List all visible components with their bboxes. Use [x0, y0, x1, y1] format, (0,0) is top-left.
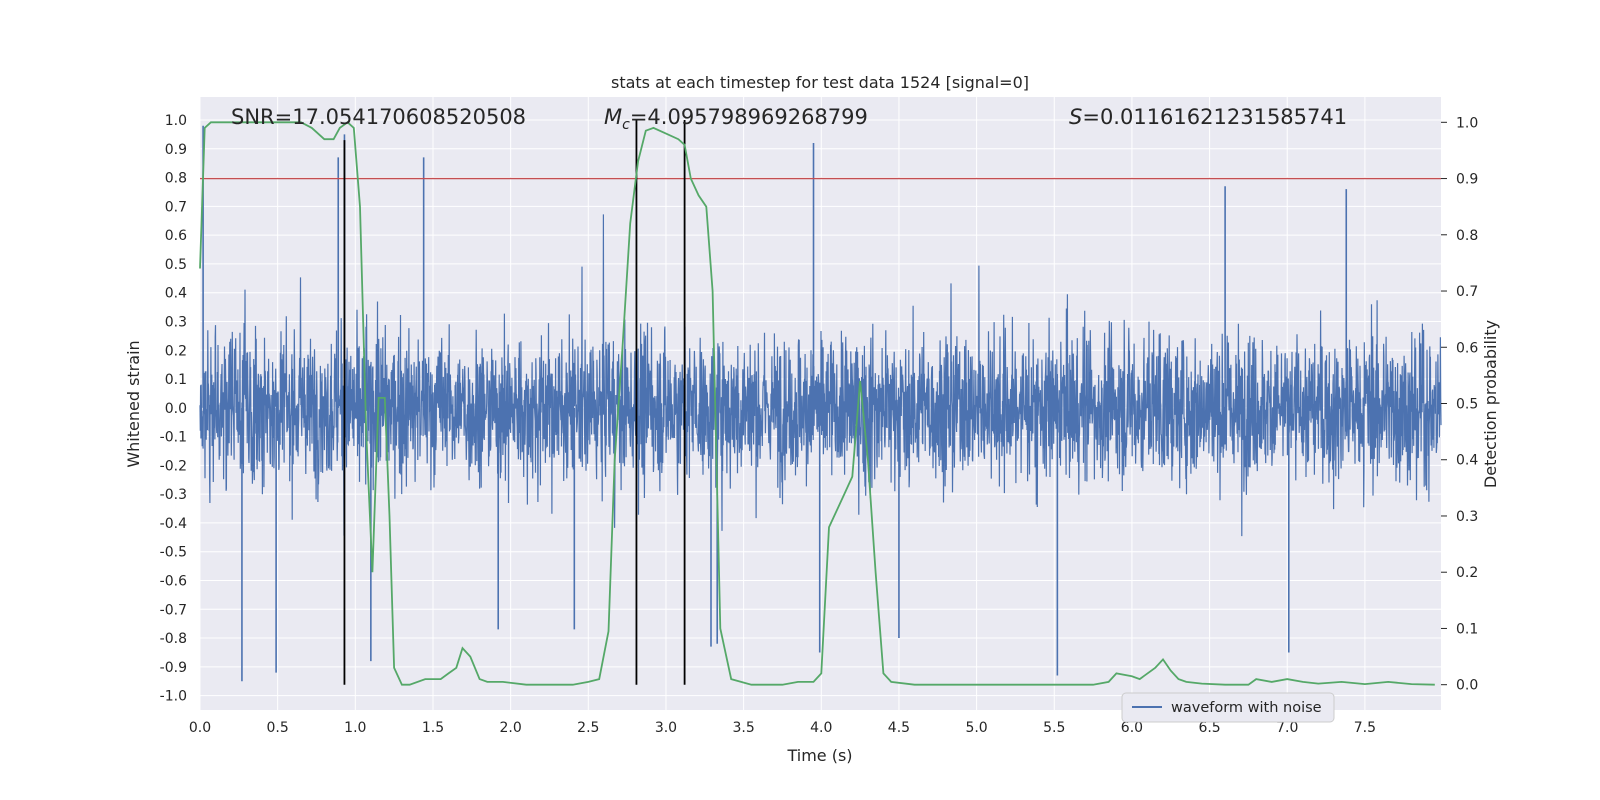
x-tick-label: 5.0 [965, 720, 987, 736]
y-left-tick-label: 0.7 [165, 199, 187, 215]
x-tick-label: 5.5 [1043, 720, 1065, 736]
y-right-tick-label: 0.1 [1456, 621, 1478, 637]
y-right-tick-label: 0.9 [1456, 172, 1478, 188]
x-tick-label: 6.0 [1121, 720, 1143, 736]
x-tick-label: 4.5 [888, 720, 910, 736]
y-right-tick-label: 0.2 [1456, 565, 1478, 581]
x-tick-label: 7.0 [1276, 720, 1298, 736]
snr-annotation: SNR=17.054170608520508 [231, 105, 526, 129]
y-left-tick-label: 0.2 [165, 343, 187, 359]
y-left-tick-label: -0.3 [160, 487, 187, 503]
overlay-lines [199, 120, 1441, 686]
legend-box [1121, 692, 1335, 723]
statistic-symbol: S [1069, 105, 1082, 129]
x-axis-label: Time (s) [786, 746, 852, 765]
y-left-tick-label: 0.1 [165, 372, 187, 388]
x-tick-label: 7.5 [1354, 720, 1376, 736]
x-tick-label: 1.0 [344, 720, 366, 736]
y-right-tick-label: 0.3 [1456, 509, 1478, 525]
y-right-tick-label: 0.4 [1456, 453, 1478, 469]
y-right-tick-label: 0.7 [1456, 284, 1478, 300]
chirp-mass-subscript: c [622, 117, 630, 133]
x-tick-label: 1.5 [422, 720, 444, 736]
y-left-tick-label: 0.3 [165, 314, 187, 330]
statistic-annotation: S=0.01161621231585741 [1069, 105, 1347, 129]
y-right-tick-label: 0.0 [1456, 678, 1478, 694]
chirp-mass-symbol: M [604, 105, 622, 129]
legend-label: waveform with noise [1171, 700, 1322, 716]
y-left-tick-label: 0.8 [165, 171, 187, 187]
y-axis-right-label: Detection probability [1481, 320, 1500, 488]
y-left-tick-label: -0.6 [160, 573, 187, 589]
tick-labels: 0.0 0.5 1.0 1.5 2.0 2.5 3.0 3.5 4.0 4.5 5.0 5.5 6.0 6… [160, 113, 1479, 736]
x-tick-label: 2.5 [577, 720, 599, 736]
y-left-tick-label: 1.0 [165, 113, 187, 129]
y-left-tick-label: 0.0 [165, 401, 187, 417]
chirp-mass-value: =4.095798969268799 [630, 105, 868, 129]
y-left-tick-label: -0.2 [160, 458, 187, 474]
y-right-tick-label: 0.6 [1456, 340, 1478, 356]
x-tick-label: 6.5 [1198, 720, 1220, 736]
y-left-tick-label: -1.0 [160, 689, 187, 705]
y-left-tick-label: -0.1 [160, 430, 187, 446]
x-tick-label: 3.0 [655, 720, 677, 736]
x-tick-label: 0.0 [189, 720, 211, 736]
y-left-tick-label: -0.5 [160, 545, 187, 561]
y-right-tick-label: 1.0 [1456, 115, 1478, 131]
legend: waveform with noise [1121, 692, 1335, 723]
y-left-tick-label: -0.8 [160, 631, 187, 647]
x-tick-label: 3.5 [732, 720, 754, 736]
detection-probability-line [199, 121, 1435, 686]
y-left-tick-label: 0.4 [165, 286, 187, 302]
x-tick-label: 2.0 [500, 720, 522, 736]
y-left-tick-label: -0.9 [160, 660, 187, 676]
y-left-tick-label: 0.5 [165, 257, 187, 273]
statistic-value: =0.01161621231585741 [1082, 105, 1347, 129]
y-left-tick-label: -0.7 [160, 602, 187, 618]
y-right-tick-label: 0.5 [1456, 397, 1478, 413]
x-tick-label: 4.0 [810, 720, 832, 736]
y-left-tick-label: -0.4 [160, 516, 187, 532]
y-axis-left-label: Whitened strain [124, 340, 143, 467]
chart-title: stats at each timestep for test data 152… [611, 73, 1029, 92]
y-left-tick-label: 0.6 [165, 228, 187, 244]
chirp-mass-annotation: Mc=4.095798969268799 [604, 105, 868, 133]
y-left-tick-label: 0.9 [165, 142, 187, 158]
x-tick-label: 0.5 [267, 720, 289, 736]
y-right-tick-label: 0.8 [1456, 228, 1478, 244]
